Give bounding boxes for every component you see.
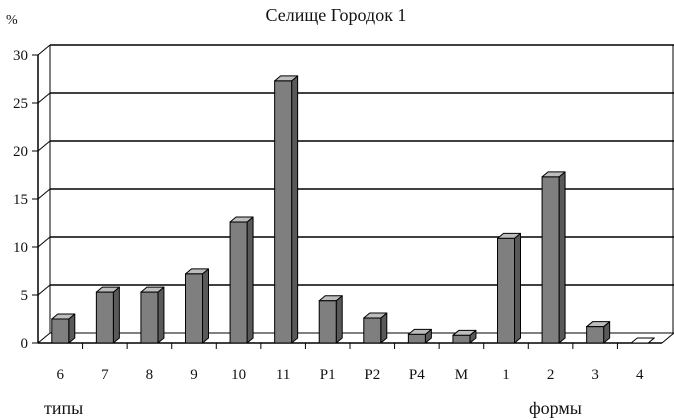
bar-front [185, 273, 203, 344]
y-tick-labels: 0 5 10 15 20 25 30 [13, 48, 28, 352]
gridline-depth [37, 140, 51, 152]
bar [95, 286, 120, 344]
bar-front [497, 237, 515, 344]
bar [630, 337, 655, 344]
y-tick-label: 30 [13, 48, 28, 64]
x-tick-label: 9 [190, 367, 198, 383]
gridline-depth [37, 332, 51, 344]
y-tick-label: 5 [21, 288, 29, 304]
bar [185, 268, 209, 344]
x-tick-label: 2 [547, 367, 555, 383]
gridline-depth [37, 92, 51, 104]
bar [541, 171, 566, 344]
x-tick-label: 1 [502, 367, 510, 383]
bar-front [318, 300, 337, 344]
y-tick-label: 20 [13, 144, 28, 160]
floor-depth-edge [661, 332, 674, 344]
bar-front [51, 318, 70, 344]
bar-front [407, 333, 426, 344]
y-tick-label: 0 [21, 336, 29, 352]
axes [32, 45, 674, 349]
bar [497, 232, 521, 344]
gridlines [37, 44, 674, 344]
bar-side [202, 268, 209, 344]
bar-side [335, 295, 343, 344]
bar-side [157, 286, 165, 344]
x-tick-label: 10 [231, 367, 246, 383]
gridline-depth [37, 236, 51, 248]
bar-front [452, 334, 471, 344]
bar-front [229, 221, 248, 344]
x-tick-label: 3 [591, 367, 599, 383]
x-tick-label: 11 [276, 367, 290, 383]
gridline-depth [37, 188, 51, 200]
x-tick-label: P1 [320, 367, 336, 383]
bar-front [541, 176, 560, 344]
y-tick-label: 10 [13, 240, 28, 256]
bar-front [95, 291, 114, 344]
bar [51, 313, 76, 344]
bar-top [630, 337, 655, 344]
bar-front [140, 291, 159, 344]
gridline-depth [37, 284, 51, 296]
bar-front [274, 80, 293, 344]
bar [229, 216, 254, 344]
bar-front [363, 317, 382, 344]
bar [586, 321, 611, 344]
y-axis-unit-label: % [6, 13, 18, 28]
chart-title: Селище Городок 1 [266, 5, 407, 25]
x-tick-label: P4 [409, 367, 425, 383]
x-tick-label: 4 [636, 367, 644, 383]
x-tick-label: 8 [146, 367, 154, 383]
y-tick-label: 15 [13, 192, 28, 208]
bar-side [112, 286, 120, 344]
bar-side [514, 232, 521, 344]
bar-side [558, 171, 566, 344]
x-tick-label: P2 [364, 367, 380, 383]
bar-front [586, 326, 605, 344]
bar [318, 295, 343, 344]
bar [407, 328, 432, 344]
bar [452, 329, 477, 344]
x-tick-label: 7 [101, 367, 109, 383]
group-label-types: типы [44, 398, 83, 418]
bar-side [246, 216, 254, 344]
bar [363, 312, 388, 344]
bar [140, 286, 165, 344]
gridline-depth [37, 44, 51, 56]
bar-side [291, 75, 299, 344]
y-tick-label: 25 [13, 96, 28, 112]
bars [51, 75, 655, 344]
group-label-forms: формы [529, 398, 582, 418]
x-tick-label: M [455, 367, 468, 383]
bar [274, 75, 299, 344]
x-tick-labels: 6 7 8 9 10 11 P1 P2 P4 M 1 2 3 4 [57, 367, 644, 383]
x-tick-label: 6 [57, 367, 65, 383]
